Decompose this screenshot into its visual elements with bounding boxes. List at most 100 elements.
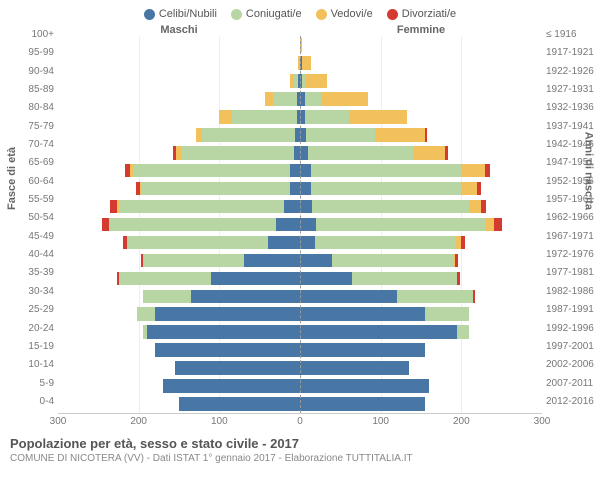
bar-segment-celibi — [276, 218, 300, 232]
header-femmine: Femmine — [300, 24, 542, 36]
legend-label: Celibi/Nubili — [159, 8, 217, 20]
bar-female — [300, 325, 469, 339]
bar-female — [300, 218, 502, 232]
legend-swatch — [387, 9, 398, 20]
bar-female — [300, 92, 368, 106]
age-label: 65-69 — [0, 157, 54, 168]
bar-male — [137, 307, 300, 321]
bar-male — [179, 397, 300, 411]
legend-item: Coniugati/e — [231, 8, 302, 20]
bar-segment-celibi — [300, 272, 352, 286]
bar-segment-coniugati — [311, 182, 460, 196]
bar-segment-coniugati — [312, 200, 469, 214]
age-label: 75-79 — [0, 121, 54, 132]
legend-item: Vedovi/e — [316, 8, 373, 20]
bar-female — [300, 397, 425, 411]
bar-segment-coniugati — [232, 110, 297, 124]
bar-segment-celibi — [300, 307, 425, 321]
age-label: 5-9 — [0, 378, 54, 389]
bar-segment-coniugati — [119, 200, 284, 214]
age-label: 90-94 — [0, 66, 54, 77]
bar-segment-celibi — [268, 236, 300, 250]
chart-area: 100+95-9990-9485-8980-8475-7970-7465-696… — [0, 36, 600, 414]
bar-male — [123, 236, 300, 250]
bar-segment-coniugati — [305, 110, 349, 124]
bar-female — [300, 361, 409, 375]
age-label: 25-29 — [0, 304, 54, 315]
bar-male — [219, 110, 300, 124]
birth-year-label: 1982-1986 — [546, 286, 600, 297]
x-tick: 100 — [372, 416, 389, 427]
bar-segment-celibi — [175, 361, 300, 375]
bar-segment-celibi — [300, 379, 429, 393]
bar-segment-celibi — [300, 325, 457, 339]
bar-male — [265, 92, 300, 106]
bar-segment-coniugati — [137, 307, 155, 321]
legend-label: Vedovi/e — [331, 8, 373, 20]
birth-year-label: 1962-1966 — [546, 212, 600, 223]
bar-male — [110, 200, 300, 214]
age-label: 60-64 — [0, 176, 54, 187]
bar-segment-vedovi — [349, 110, 407, 124]
age-label: 70-74 — [0, 139, 54, 150]
bar-segment-vedovi — [219, 110, 232, 124]
bar-female — [300, 182, 482, 196]
bar-female — [300, 200, 486, 214]
legend-label: Coniugati/e — [246, 8, 302, 20]
bar-male — [290, 74, 300, 88]
age-label: 0-4 — [0, 396, 54, 407]
bar-segment-celibi — [300, 236, 315, 250]
x-tick: 100 — [211, 416, 228, 427]
bar-female — [300, 254, 458, 268]
bar-segment-celibi — [300, 218, 316, 232]
bar-male — [136, 182, 300, 196]
bar-segment-vedovi — [265, 92, 273, 106]
bar-segment-vedovi — [375, 128, 425, 142]
x-tick: 200 — [453, 416, 470, 427]
bar-segment-vedovi — [413, 146, 445, 160]
bar-male — [173, 146, 300, 160]
bar-female — [300, 74, 327, 88]
x-ticks: 3002001000100200300 — [58, 414, 542, 430]
bar-segment-celibi — [300, 397, 425, 411]
age-label: 85-89 — [0, 84, 54, 95]
bar-segment-celibi — [300, 146, 308, 160]
bar-segment-celibi — [284, 200, 300, 214]
birth-year-label: 1947-1951 — [546, 157, 600, 168]
bar-segment-coniugati — [202, 128, 295, 142]
bar-segment-vedovi — [469, 200, 481, 214]
bar-segment-celibi — [300, 254, 332, 268]
bar-segment-coniugati — [425, 307, 469, 321]
age-label: 95-99 — [0, 47, 54, 58]
birth-year-label: 1972-1976 — [546, 249, 600, 260]
x-tick: 300 — [534, 416, 551, 427]
bar-male — [117, 272, 300, 286]
bar-female — [300, 272, 460, 286]
bar-segment-celibi — [300, 290, 397, 304]
bar-segment-divorziati — [455, 254, 458, 268]
bar-segment-celibi — [191, 290, 300, 304]
bar-female — [300, 343, 425, 357]
x-tick: 200 — [130, 416, 147, 427]
bar-female — [300, 307, 469, 321]
bar-female — [300, 379, 429, 393]
bar-female — [300, 236, 465, 250]
legend-swatch — [231, 9, 242, 20]
bar-segment-celibi — [155, 307, 300, 321]
bar-male — [143, 290, 300, 304]
age-label: 35-39 — [0, 267, 54, 278]
bar-segment-coniugati — [143, 290, 191, 304]
birth-year-label: 1997-2001 — [546, 341, 600, 352]
bar-female — [300, 110, 407, 124]
bar-segment-divorziati — [477, 182, 482, 196]
bar-segment-vedovi — [302, 56, 312, 70]
bar-segment-vedovi — [461, 164, 485, 178]
age-label: 40-44 — [0, 249, 54, 260]
age-label: 100+ — [0, 29, 54, 40]
legend: Celibi/NubiliConiugati/eVedovi/eDivorzia… — [0, 0, 600, 24]
bar-female — [300, 56, 311, 70]
birth-year-label: 1977-1981 — [546, 267, 600, 278]
birth-year-label: 1927-1931 — [546, 84, 600, 95]
bar-segment-coniugati — [110, 218, 275, 232]
bar-segment-celibi — [179, 397, 300, 411]
